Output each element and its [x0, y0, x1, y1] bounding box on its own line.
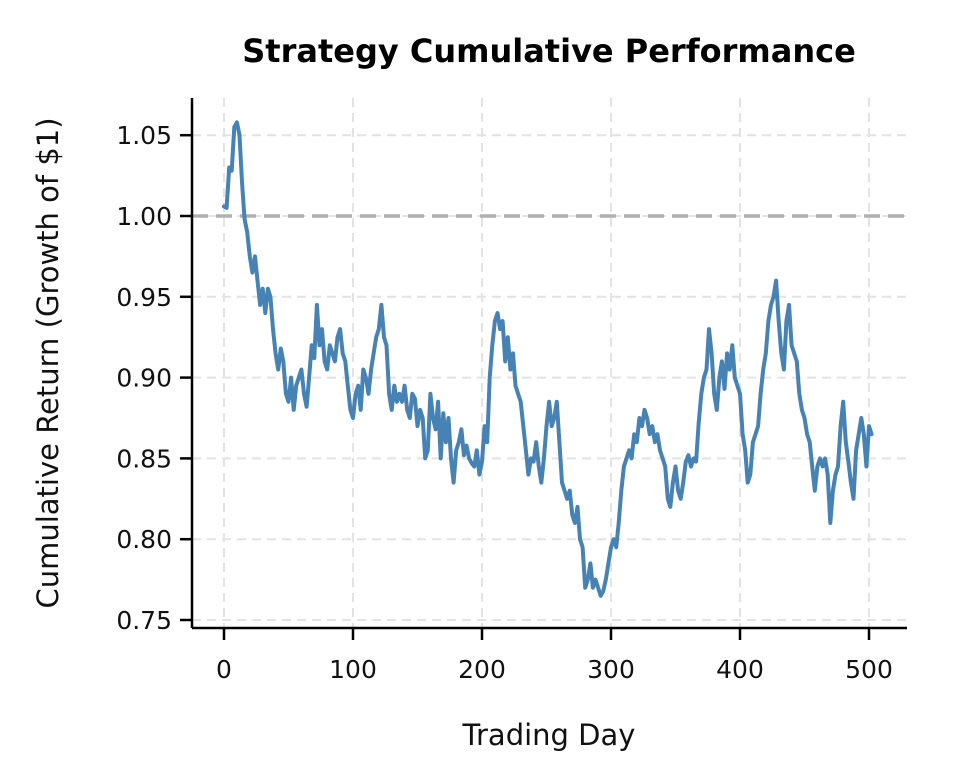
x-tick-label: 300: [587, 655, 635, 684]
x-tick-label: 500: [845, 655, 893, 684]
y-tick-label: 0.85: [116, 444, 172, 473]
x-tick-label: 400: [716, 655, 764, 684]
y-tick-label: 0.75: [116, 606, 172, 635]
y-axis-label: Cumulative Return (Growth of $1): [31, 117, 65, 608]
x-axis-ticks: 0 100 200 300 400 500: [216, 628, 893, 684]
y-axis-ticks: 0.75 0.80 0.85 0.90 0.95 1.00 1.05: [116, 121, 192, 635]
x-tick-label: 200: [458, 655, 506, 684]
grid-lines: [192, 98, 907, 628]
x-tick-label: 0: [216, 655, 232, 684]
y-tick-label: 0.80: [116, 525, 172, 554]
x-tick-label: 100: [329, 655, 377, 684]
y-tick-label: 1.00: [116, 202, 172, 231]
x-axis-label: Trading Day: [462, 718, 636, 752]
y-tick-label: 0.95: [116, 283, 172, 312]
strategy-cumulative-line: [222, 120, 874, 598]
chart-title: Strategy Cumulative Performance: [242, 32, 856, 70]
y-tick-label: 1.05: [116, 121, 172, 150]
axes-spines: [190, 98, 907, 630]
y-tick-label: 0.90: [116, 364, 172, 393]
